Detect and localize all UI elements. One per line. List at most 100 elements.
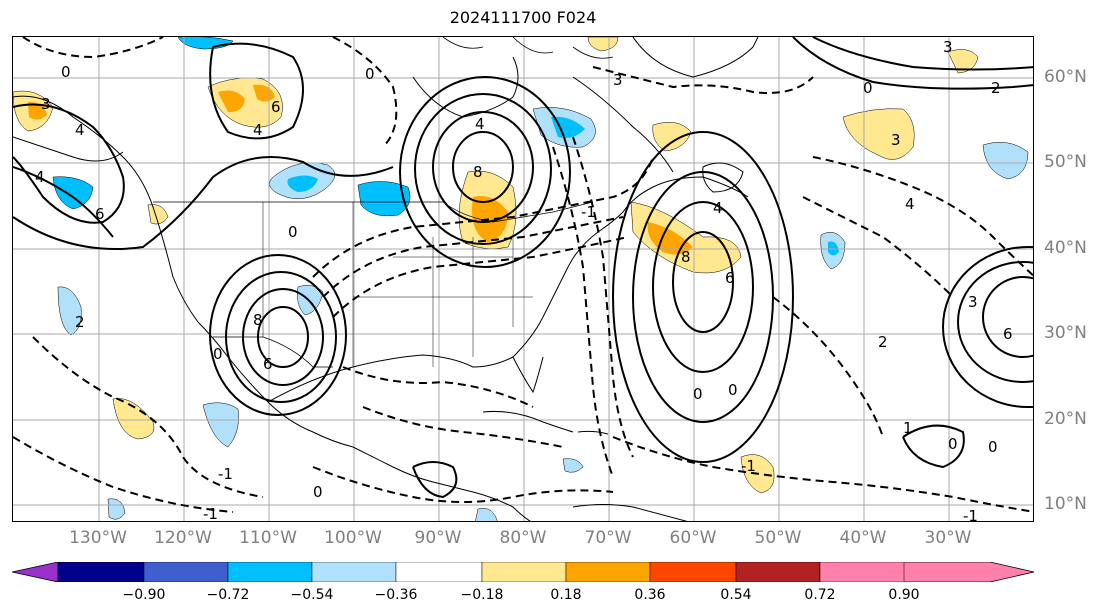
state-lines (262, 202, 533, 367)
contour-negative-trough (572, 136, 634, 458)
newfoundland (702, 162, 744, 193)
contour-negative-gulf (342, 366, 534, 408)
negative-anomaly-patch (828, 241, 839, 256)
hudson-bay (412, 56, 519, 118)
latitude-label: 10°N (1044, 494, 1087, 514)
contour-label: 4 (475, 115, 485, 133)
positive-anomaly-patch (587, 37, 619, 52)
contour-negative-north (592, 66, 814, 94)
longitude-label: 70°W (584, 528, 632, 548)
latitude-label: 30°N (1044, 323, 1087, 343)
map-title: 2024111700 F024 (449, 8, 597, 27)
contour-negative-east (772, 296, 884, 438)
longitude-label: 110°W (239, 528, 297, 548)
longitude-label: 30°W (924, 528, 972, 548)
contour-high-southwest (257, 306, 309, 368)
contour-label: 3 (41, 95, 51, 113)
colorbar-tick-label: −0.54 (290, 587, 334, 603)
contour-northwest (13, 103, 125, 224)
contour-label: 0 (693, 385, 703, 403)
colorbar-segment (143, 562, 229, 582)
colorbar-segment (649, 562, 737, 582)
colorbar-tick-label: 0.90 (888, 587, 920, 603)
colorbar-tick-label: −0.72 (206, 587, 250, 603)
hispaniola (577, 430, 609, 435)
contour-label: 0 (61, 63, 71, 81)
longitude-label: 40°W (839, 528, 887, 548)
latitude-label: 60°N (1044, 67, 1087, 87)
contour-label: -1 (203, 505, 218, 522)
negative-anomaly-patch (57, 286, 82, 336)
contour-label: 3 (968, 293, 978, 311)
cuba (482, 411, 574, 433)
colorbar-extend-min (12, 562, 59, 582)
positive-anomaly-patch (472, 196, 508, 242)
contour-negative-gulf (362, 406, 564, 448)
colorbar-segment (311, 562, 397, 582)
contour-label: 6 (263, 355, 273, 373)
contour-label: 8 (253, 311, 263, 329)
positive-anomaly-patch (147, 204, 169, 225)
contour-northeast (792, 37, 1033, 90)
contour-label: -1 (218, 465, 233, 483)
colorbar-tick-label: 0.72 (804, 587, 836, 603)
contour-label: 6 (1003, 325, 1013, 343)
contour-label: -1 (741, 457, 756, 475)
latitude-label: 40°N (1044, 238, 1087, 258)
negative-anomaly-patch (202, 402, 239, 448)
positive-anomaly-patch (28, 101, 47, 120)
south-america-north (572, 504, 688, 521)
colorbar-segment (481, 562, 567, 582)
contour-label: 4 (35, 168, 45, 186)
colorbar-tick-label: −0.90 (122, 587, 166, 603)
colorbar-segment (395, 562, 483, 582)
negative-anomaly-patch (287, 175, 318, 192)
contour-high-atlantic (612, 131, 794, 463)
contour-high-atlantic (652, 201, 754, 373)
contour-high-east (957, 261, 1033, 383)
contour-label: 8 (473, 163, 483, 181)
positive-anomaly-patch (652, 121, 692, 152)
greenland-coast (632, 37, 759, 78)
map-canvas: 0 3 4 4 6 6 4 0 8 6 0 4 8 0 -1 3 8 4 6 0… (13, 37, 1033, 522)
positive-anomaly-patch (630, 201, 742, 274)
coastlines (13, 37, 759, 521)
negative-contours (13, 37, 1033, 513)
colorbar-tick-label: −0.36 (374, 587, 418, 603)
contour-band (13, 156, 394, 250)
contour-north-pacific (209, 42, 304, 140)
positive-anomaly-patch (218, 90, 245, 113)
longitude-label: 60°W (669, 528, 717, 548)
contour-label: 0 (213, 345, 223, 363)
contour-label: 0 (365, 65, 375, 83)
contour-label: 0 (948, 435, 958, 453)
negative-anomaly-patch (357, 181, 411, 217)
contour-high-east (982, 276, 1033, 358)
florida (512, 356, 544, 394)
gulf-coast (267, 316, 544, 403)
longitude-label: 130°W (69, 528, 127, 548)
us-mexico-border (213, 336, 333, 368)
contour-negative-band (322, 216, 624, 298)
contour-negative-tropical (612, 436, 1033, 513)
contour-label: 0 (728, 381, 738, 399)
labrador-coast (572, 76, 674, 173)
colorbar (12, 562, 1035, 582)
latitude-label: 20°N (1044, 409, 1087, 429)
negative-anomaly-patch (562, 458, 584, 473)
contour-label: 0 (313, 483, 323, 501)
contour-label: 4 (253, 121, 263, 139)
positive-anomaly-patch (842, 108, 915, 160)
contour-northeast (812, 37, 1033, 71)
contour-high-east (942, 246, 1033, 408)
central-america (432, 481, 531, 521)
contour-label: -1 (963, 507, 978, 522)
contour-high-hudson (432, 111, 534, 223)
colorbar-segment (735, 562, 821, 582)
positive-anomaly-patch (112, 398, 155, 440)
longitude-label: 100°W (324, 528, 382, 548)
contour-label: 1 (903, 419, 913, 437)
contour-label: 3 (613, 71, 623, 89)
contour-negative-south (312, 466, 614, 503)
colorbar-segment (227, 562, 313, 582)
